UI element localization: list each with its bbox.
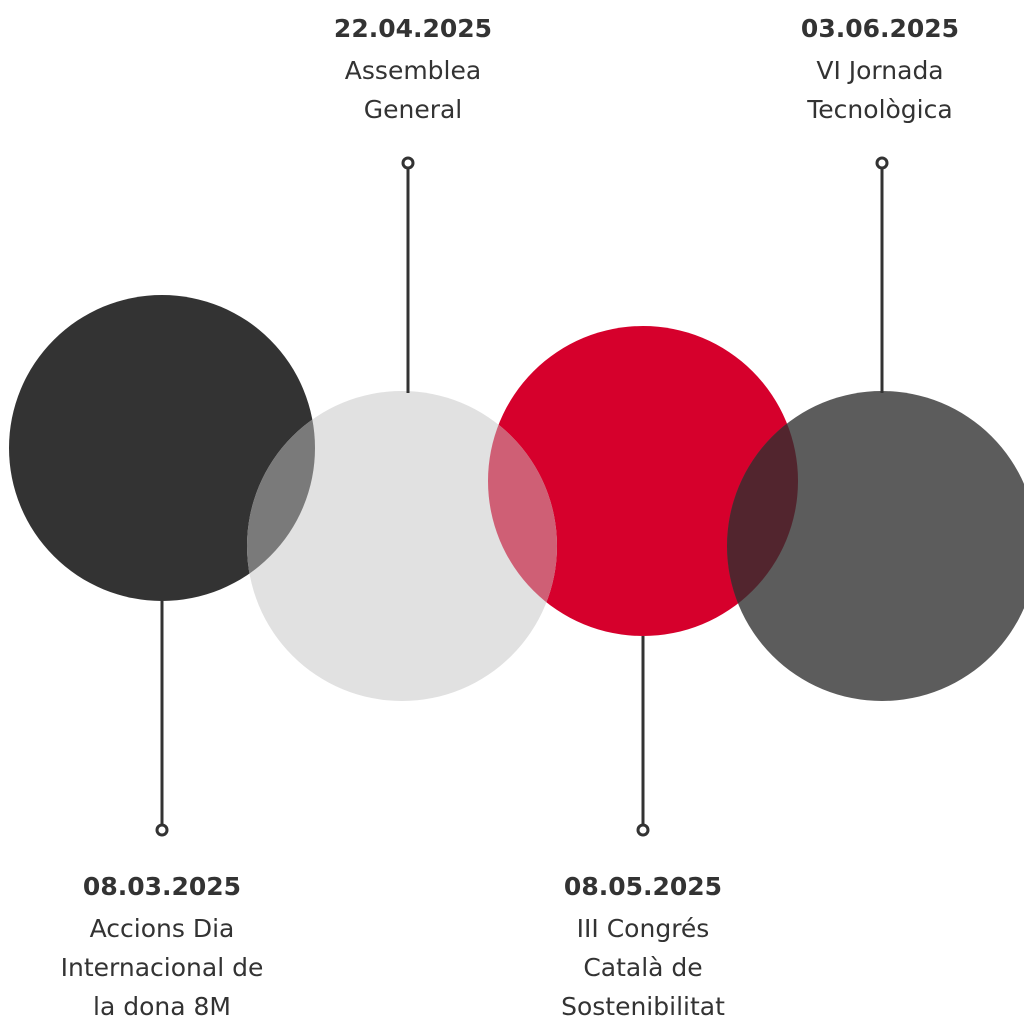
pin-dot [155, 823, 169, 837]
circle [727, 391, 1024, 701]
event-date: 22.04.2025 [334, 14, 492, 43]
event-title: Assemblea [345, 56, 481, 85]
pin-dot [875, 156, 889, 170]
event-title: Accions Dia [90, 914, 235, 943]
event-title: Internacional de [61, 953, 264, 982]
pins [155, 156, 889, 837]
pin-dot [636, 823, 650, 837]
event-title: III Congrés [577, 914, 710, 943]
event-title: Sostenibilitat [561, 992, 725, 1021]
event-title: Català de [583, 953, 702, 982]
event-title: VI Jornada [816, 56, 943, 85]
event-date: 08.05.2025 [564, 872, 722, 901]
event-title: la dona 8M [93, 992, 231, 1021]
circles [9, 295, 1024, 701]
event-title: Tecnològica [806, 95, 952, 124]
circle [9, 295, 315, 601]
circle [247, 391, 557, 701]
event-date: 03.06.2025 [801, 14, 959, 43]
pin-dot [401, 156, 415, 170]
event-date: 08.03.2025 [83, 872, 241, 901]
labels: 08.03.2025 Accions Dia Internacional de la … [61, 14, 959, 1021]
circle [488, 326, 798, 636]
event-title: General [364, 95, 463, 124]
